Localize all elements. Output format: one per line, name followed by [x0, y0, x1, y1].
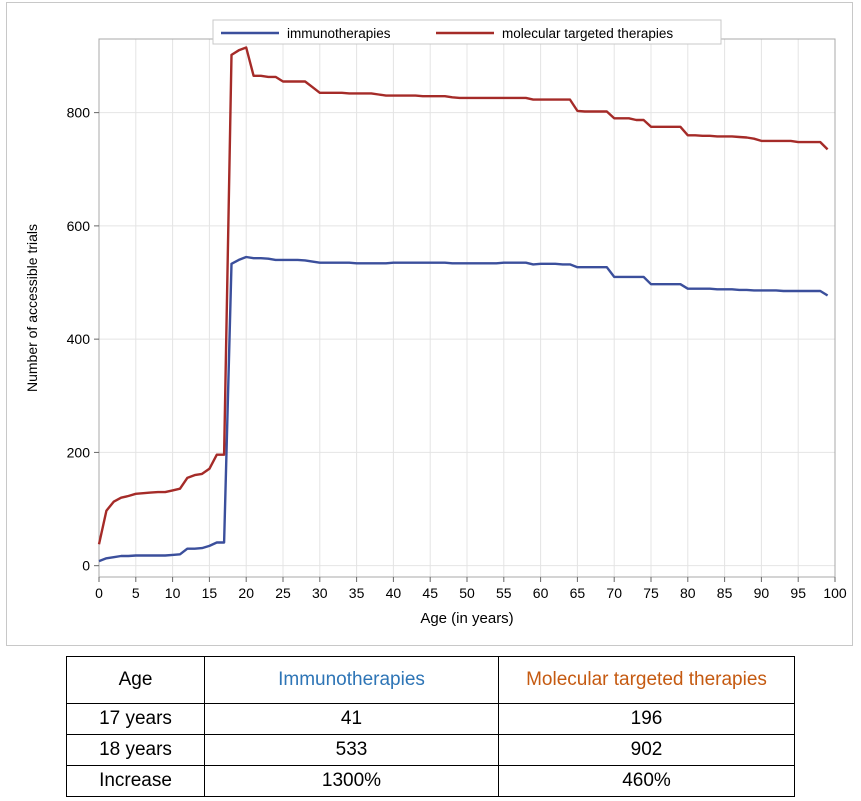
table-cell: Increase [66, 765, 205, 797]
y-axis-label: Number of accessible trials [24, 224, 40, 392]
x-tick-label: 90 [754, 585, 770, 601]
x-tick-label: 45 [422, 585, 438, 601]
line-chart: 0 5 10 15 20 25 30 35 40 45 50 55 60 65 70 75 80 85 90 95 10… [24, 19, 847, 627]
legend-label: immunotherapies [287, 26, 391, 41]
table-header-immunotherapies: Immunotherapies [204, 656, 499, 704]
table-row: Increase 1300% 460% [66, 765, 795, 797]
y-tick-label: 800 [67, 105, 91, 121]
x-tick-label: 15 [202, 585, 218, 601]
y-tick-label: 200 [67, 444, 91, 460]
x-tick-label: 5 [132, 585, 140, 601]
x-tick-label: 50 [459, 585, 475, 601]
summary-table: Age Immunotherapies Molecular targeted t… [66, 656, 795, 797]
x-tick-label: 35 [349, 585, 365, 601]
y-tick-label: 400 [67, 331, 91, 347]
y-tick-label: 600 [67, 218, 91, 234]
x-tick-label: 10 [165, 585, 181, 601]
y-tick-label: 0 [82, 558, 90, 574]
x-tick-label: 95 [790, 585, 806, 601]
x-tick-label: 100 [823, 585, 847, 601]
series-line-immunotherapies [98, 255, 829, 563]
table-cell: 533 [204, 734, 499, 766]
x-tick-label: 85 [717, 585, 733, 601]
x-tick-label: 0 [95, 585, 103, 601]
x-tick-label: 55 [496, 585, 512, 601]
table-cell: 17 years [66, 703, 205, 735]
table-row: 18 years 533 902 [66, 734, 795, 766]
x-tick-label: 20 [238, 585, 254, 601]
x-tick-label: 80 [680, 585, 696, 601]
table-cell: 902 [498, 734, 795, 766]
table-header-molecular: Molecular targeted therapies [498, 656, 795, 704]
table-cell: 41 [204, 703, 499, 735]
legend-label: molecular targeted therapies [502, 26, 673, 41]
table-cell: 196 [498, 703, 795, 735]
x-tick-label: 60 [533, 585, 549, 601]
x-tick-label: 40 [386, 585, 402, 601]
table-cell: 18 years [66, 734, 205, 766]
table-cell: 460% [498, 765, 795, 797]
table-row: 17 years 41 196 [66, 703, 795, 735]
x-tick-label: 65 [570, 585, 586, 601]
x-tick-label: 70 [606, 585, 622, 601]
legend: immunotherapies molecular targeted therap… [212, 19, 722, 45]
x-axis-label: Age (in years) [420, 610, 513, 627]
x-tick-label: 75 [643, 585, 659, 601]
x-tick-label: 25 [275, 585, 291, 601]
table-header-row: Age Immunotherapies Molecular targeted t… [66, 656, 795, 704]
table-cell: 1300% [204, 765, 499, 797]
x-tick-label: 30 [312, 585, 328, 601]
table-header-age: Age [66, 656, 205, 704]
series-line-molecular-targeted-therapies [97, 46, 829, 545]
chart-container: 0 5 10 15 20 25 30 35 40 45 50 55 60 65 70 75 80 85 90 95 10… [6, 2, 853, 646]
